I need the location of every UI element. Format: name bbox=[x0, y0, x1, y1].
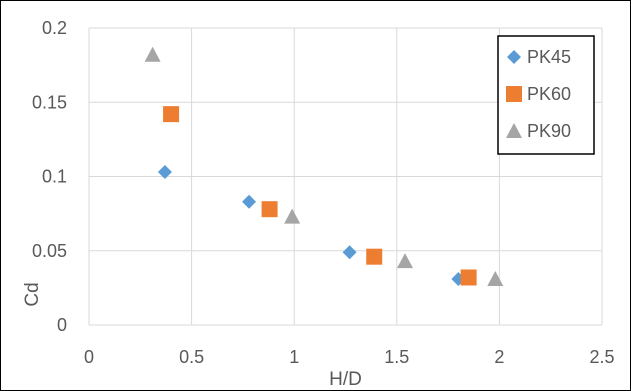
y-axis-title: Cd bbox=[22, 282, 43, 306]
data-points bbox=[144, 46, 504, 286]
pk60-point bbox=[366, 248, 383, 265]
y-tick-label: 0.05 bbox=[32, 241, 67, 261]
pk45-point bbox=[242, 194, 257, 209]
x-axis-title: H/D bbox=[329, 369, 362, 390]
x-tick-label: 0 bbox=[84, 347, 94, 367]
legend-label: PK45 bbox=[527, 47, 571, 67]
pk45-point bbox=[157, 165, 172, 180]
series-pk45 bbox=[157, 165, 466, 286]
x-tick-label: 1.5 bbox=[384, 347, 409, 367]
y-tick-label: 0.1 bbox=[42, 167, 67, 187]
pk60-point bbox=[261, 201, 278, 218]
legend-pk90-marker bbox=[506, 123, 522, 138]
series-pk90 bbox=[144, 46, 504, 286]
pk60-point bbox=[460, 269, 477, 286]
y-tick-label: 0.2 bbox=[42, 18, 67, 38]
y-tick-label: 0.15 bbox=[32, 92, 67, 112]
pk60-point bbox=[163, 106, 180, 123]
x-tick-label: 1 bbox=[289, 347, 299, 367]
legend-pk45-marker bbox=[507, 50, 521, 64]
legend-label: PK60 bbox=[527, 84, 571, 104]
tick-labels: 0 0.5 1 1.5 2 2.5 0 0.05 0.1 0.15 0.2 bbox=[32, 18, 615, 367]
pk90-point bbox=[284, 208, 301, 224]
legend-pk60-marker bbox=[506, 86, 522, 102]
legend: PK45 PK60 PK90 bbox=[497, 35, 595, 155]
pk90-point bbox=[397, 253, 414, 269]
series-pk60 bbox=[163, 106, 477, 286]
x-tick-label: 2.5 bbox=[589, 347, 614, 367]
x-tick-label: 0.5 bbox=[179, 347, 204, 367]
pk45-point bbox=[342, 245, 357, 260]
legend-label: PK90 bbox=[527, 121, 571, 141]
pk90-point bbox=[487, 270, 504, 286]
pk90-point bbox=[144, 46, 161, 62]
x-tick-label: 2 bbox=[494, 347, 504, 367]
y-tick-label: 0 bbox=[57, 315, 67, 335]
